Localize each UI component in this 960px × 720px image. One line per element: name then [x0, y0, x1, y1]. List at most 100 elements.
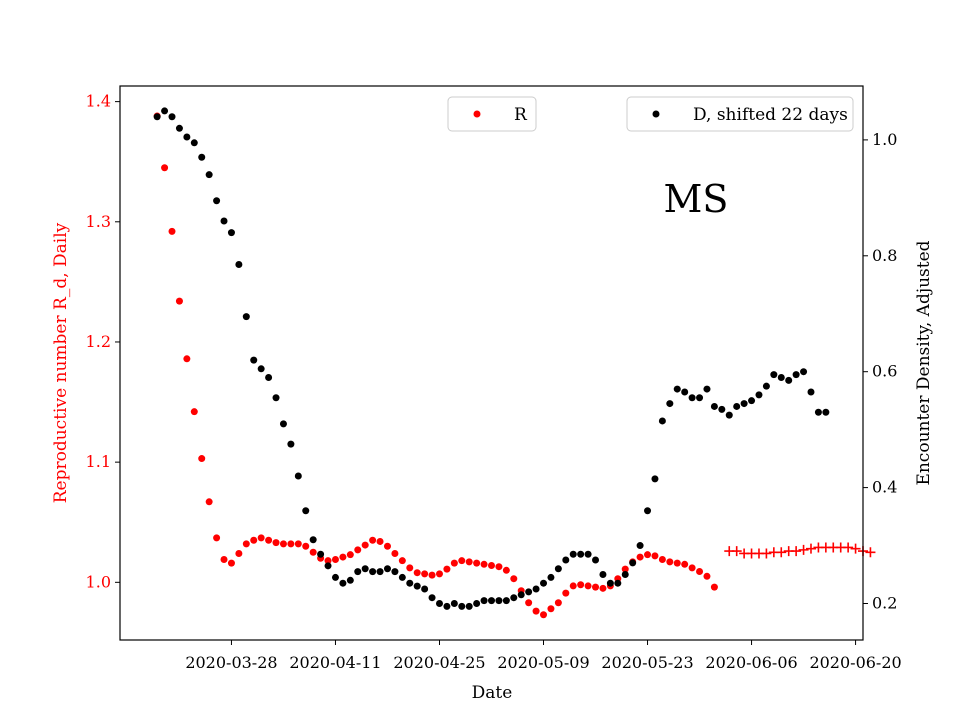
right-y-tick-label: 0.8 [872, 246, 897, 265]
d-point [688, 394, 696, 402]
d-point [725, 411, 733, 419]
d-point [153, 113, 161, 121]
legend-r: R [447, 96, 537, 132]
d-point [681, 388, 689, 396]
d-point [391, 568, 399, 576]
r-point [473, 559, 481, 567]
d-point [302, 507, 310, 515]
legend-r-frame [447, 96, 537, 132]
r-point [287, 540, 295, 548]
x-tick-label: 2020-06-20 [809, 653, 901, 672]
x-tick-label: 2020-05-09 [497, 653, 589, 672]
d-point [599, 571, 607, 579]
d-point [606, 579, 614, 587]
r-point [279, 540, 287, 548]
r-point [183, 355, 191, 363]
r-point [257, 534, 265, 542]
d-point [733, 402, 741, 410]
r-projection-point [761, 548, 772, 559]
d-point [443, 602, 451, 610]
d-point [190, 139, 198, 147]
d-point [287, 440, 295, 448]
r-point [175, 297, 183, 305]
left-y-tick-label: 1.0 [86, 572, 111, 591]
series-r-projection [724, 542, 876, 559]
legend-d-frame [626, 96, 854, 132]
r-point [480, 560, 488, 568]
r-point [309, 548, 317, 556]
r-point [383, 542, 391, 550]
d-point [361, 565, 369, 573]
d-point [428, 594, 436, 602]
x-tick-label: 2020-04-25 [393, 653, 485, 672]
axes: 2020-03-28 2020-04-11 2020-04-25 2020-05-09… [86, 85, 902, 672]
left-y-tick-label: 1.4 [86, 92, 111, 111]
r-point [450, 559, 458, 567]
d-point [183, 133, 191, 141]
r-point [369, 536, 377, 544]
r-point [495, 563, 503, 571]
r-point [488, 561, 495, 569]
legend-d-marker [652, 110, 660, 118]
x-tick-label: 2020-03-28 [185, 653, 277, 672]
d-point [488, 597, 495, 605]
d-point [279, 420, 287, 428]
r-point [577, 581, 585, 589]
x-axis-label: Date [472, 683, 513, 703]
x-tick-label: 2020-06-06 [705, 653, 797, 672]
r-point [562, 589, 570, 597]
d-point [621, 571, 629, 579]
r-point [443, 565, 451, 573]
r-point [190, 408, 198, 416]
d-point [250, 356, 258, 364]
d-point [257, 365, 265, 373]
d-point [435, 599, 443, 607]
d-point [584, 550, 592, 558]
d-point [502, 597, 510, 605]
d-point [696, 394, 704, 402]
d-point [562, 556, 570, 564]
d-point [383, 565, 391, 573]
left-y-tick-label: 1.1 [86, 452, 111, 471]
d-point [272, 394, 280, 402]
r-point [235, 549, 243, 557]
r-point [540, 611, 548, 619]
r-projection-point [791, 546, 802, 557]
r-point [220, 555, 228, 563]
axes-frame [119, 85, 864, 641]
d-point [822, 408, 830, 416]
d-point [205, 171, 213, 179]
r-point [584, 582, 592, 590]
d-point [339, 579, 347, 587]
d-point [814, 408, 822, 416]
r-point [696, 568, 704, 576]
r-point [502, 566, 510, 574]
r-point [346, 551, 354, 559]
r-point [339, 553, 347, 561]
d-point [710, 402, 718, 410]
r-point [376, 537, 384, 545]
d-point [740, 400, 748, 408]
d-point [636, 542, 644, 550]
d-point [658, 417, 666, 425]
r-point [161, 164, 169, 172]
annotation-label: MS [664, 177, 729, 221]
d-point [554, 565, 562, 573]
r-point [406, 564, 414, 572]
d-point [175, 124, 183, 132]
r-point [547, 605, 555, 613]
r-point [361, 541, 369, 549]
d-point [168, 113, 176, 121]
r-point [250, 536, 258, 544]
d-point [800, 368, 808, 376]
d-point [629, 559, 637, 567]
d-point [673, 385, 681, 393]
x-tick-label: 2020-05-23 [601, 653, 693, 672]
d-point [465, 602, 473, 610]
r-projection-point [805, 543, 816, 554]
d-point [227, 229, 235, 237]
series-r [153, 112, 718, 619]
right-y-tick-label: 1.0 [872, 130, 897, 149]
d-point [317, 550, 325, 558]
left-y-tick-label: 1.3 [86, 212, 111, 231]
